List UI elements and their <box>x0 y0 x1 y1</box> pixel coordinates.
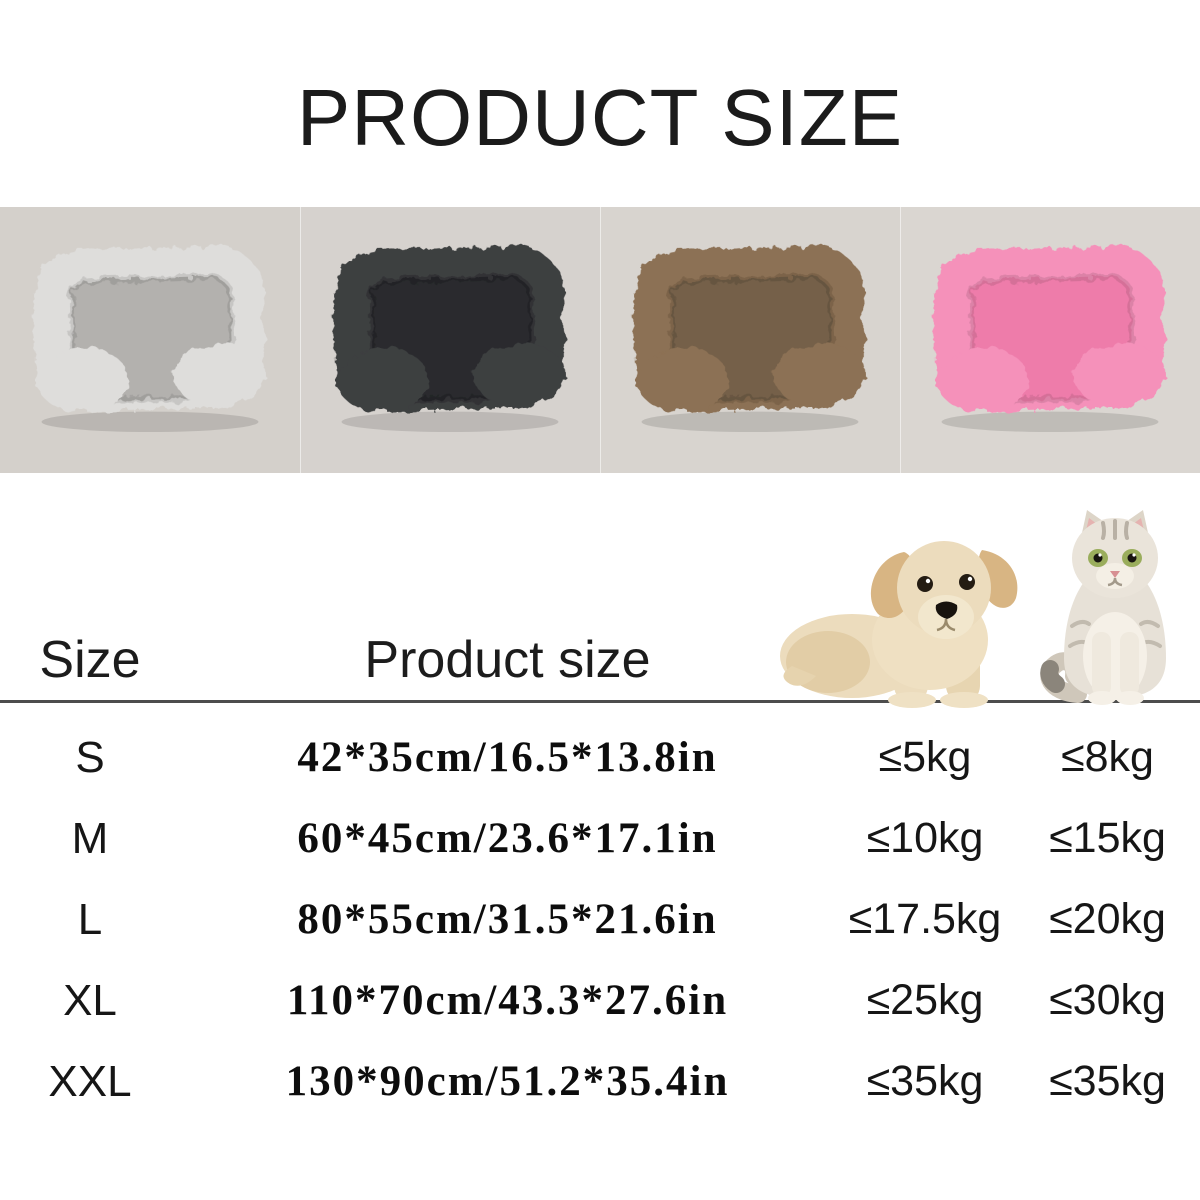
dog-weight-value: ≤17.5kg <box>848 895 1002 943</box>
product-photo-band <box>0 207 1200 473</box>
size-table-body: S 42*35cm/16.5*13.8in ≤5kg ≤8kg M 60*45c… <box>0 717 1200 1122</box>
dog-weight-value: ≤35kg <box>866 1057 984 1105</box>
table-header-row: Size Product size <box>0 624 1200 696</box>
cat-photo <box>1040 510 1166 705</box>
size-label: M <box>71 813 109 863</box>
pet-bed-brown <box>634 245 866 433</box>
dimensions-value: 60*45cm/23.6*17.1in <box>297 815 718 862</box>
dog-weight-value: ≤10kg <box>866 814 984 862</box>
table-row: S 42*35cm/16.5*13.8in ≤5kg ≤8kg <box>0 717 1200 798</box>
column-header-size: Size <box>39 631 141 689</box>
dog-weight-value: ≤25kg <box>866 976 984 1024</box>
bed-photo-brown <box>600 207 900 473</box>
bed-photo-dark-grey <box>300 207 600 473</box>
cat-weight-value: ≤35kg <box>1049 1057 1166 1105</box>
column-header-product-size: Product size <box>364 631 651 689</box>
dog-weight-value: ≤5kg <box>878 733 972 781</box>
table-row: M 60*45cm/23.6*17.1in ≤10kg ≤15kg <box>0 798 1200 879</box>
cat-weight-value: ≤8kg <box>1061 733 1154 781</box>
table-row: XL 110*70cm/43.3*27.6in ≤25kg ≤30kg <box>0 960 1200 1041</box>
bed-photo-pink <box>900 207 1200 473</box>
size-label: XXL <box>48 1056 132 1106</box>
cat-weight-value: ≤20kg <box>1049 895 1166 943</box>
dimensions-value: 110*70cm/43.3*27.6in <box>286 977 729 1024</box>
dog-photo <box>780 541 1018 708</box>
cat-weight-value: ≤15kg <box>1049 814 1166 862</box>
pet-bed-dark-grey <box>334 245 566 433</box>
pet-bed-light-grey <box>34 245 266 433</box>
size-label: L <box>77 894 103 944</box>
size-label: XL <box>63 975 117 1025</box>
cat-weight-value: ≤30kg <box>1049 976 1166 1024</box>
pet-bed-pink <box>934 245 1166 433</box>
bed-photo-light-grey <box>0 207 300 473</box>
table-row: XXL 130*90cm/51.2*35.4in ≤35kg ≤35kg <box>0 1041 1200 1122</box>
dimensions-value: 130*90cm/51.2*35.4in <box>285 1058 730 1105</box>
page-title: PRODUCT SIZE <box>296 73 904 162</box>
size-label: S <box>75 732 105 782</box>
table-row: L 80*55cm/31.5*21.6in ≤17.5kg ≤20kg <box>0 879 1200 960</box>
header-divider-line <box>0 700 1200 703</box>
dimensions-value: 80*55cm/31.5*21.6in <box>297 896 718 943</box>
dimensions-value: 42*35cm/16.5*13.8in <box>297 734 718 781</box>
